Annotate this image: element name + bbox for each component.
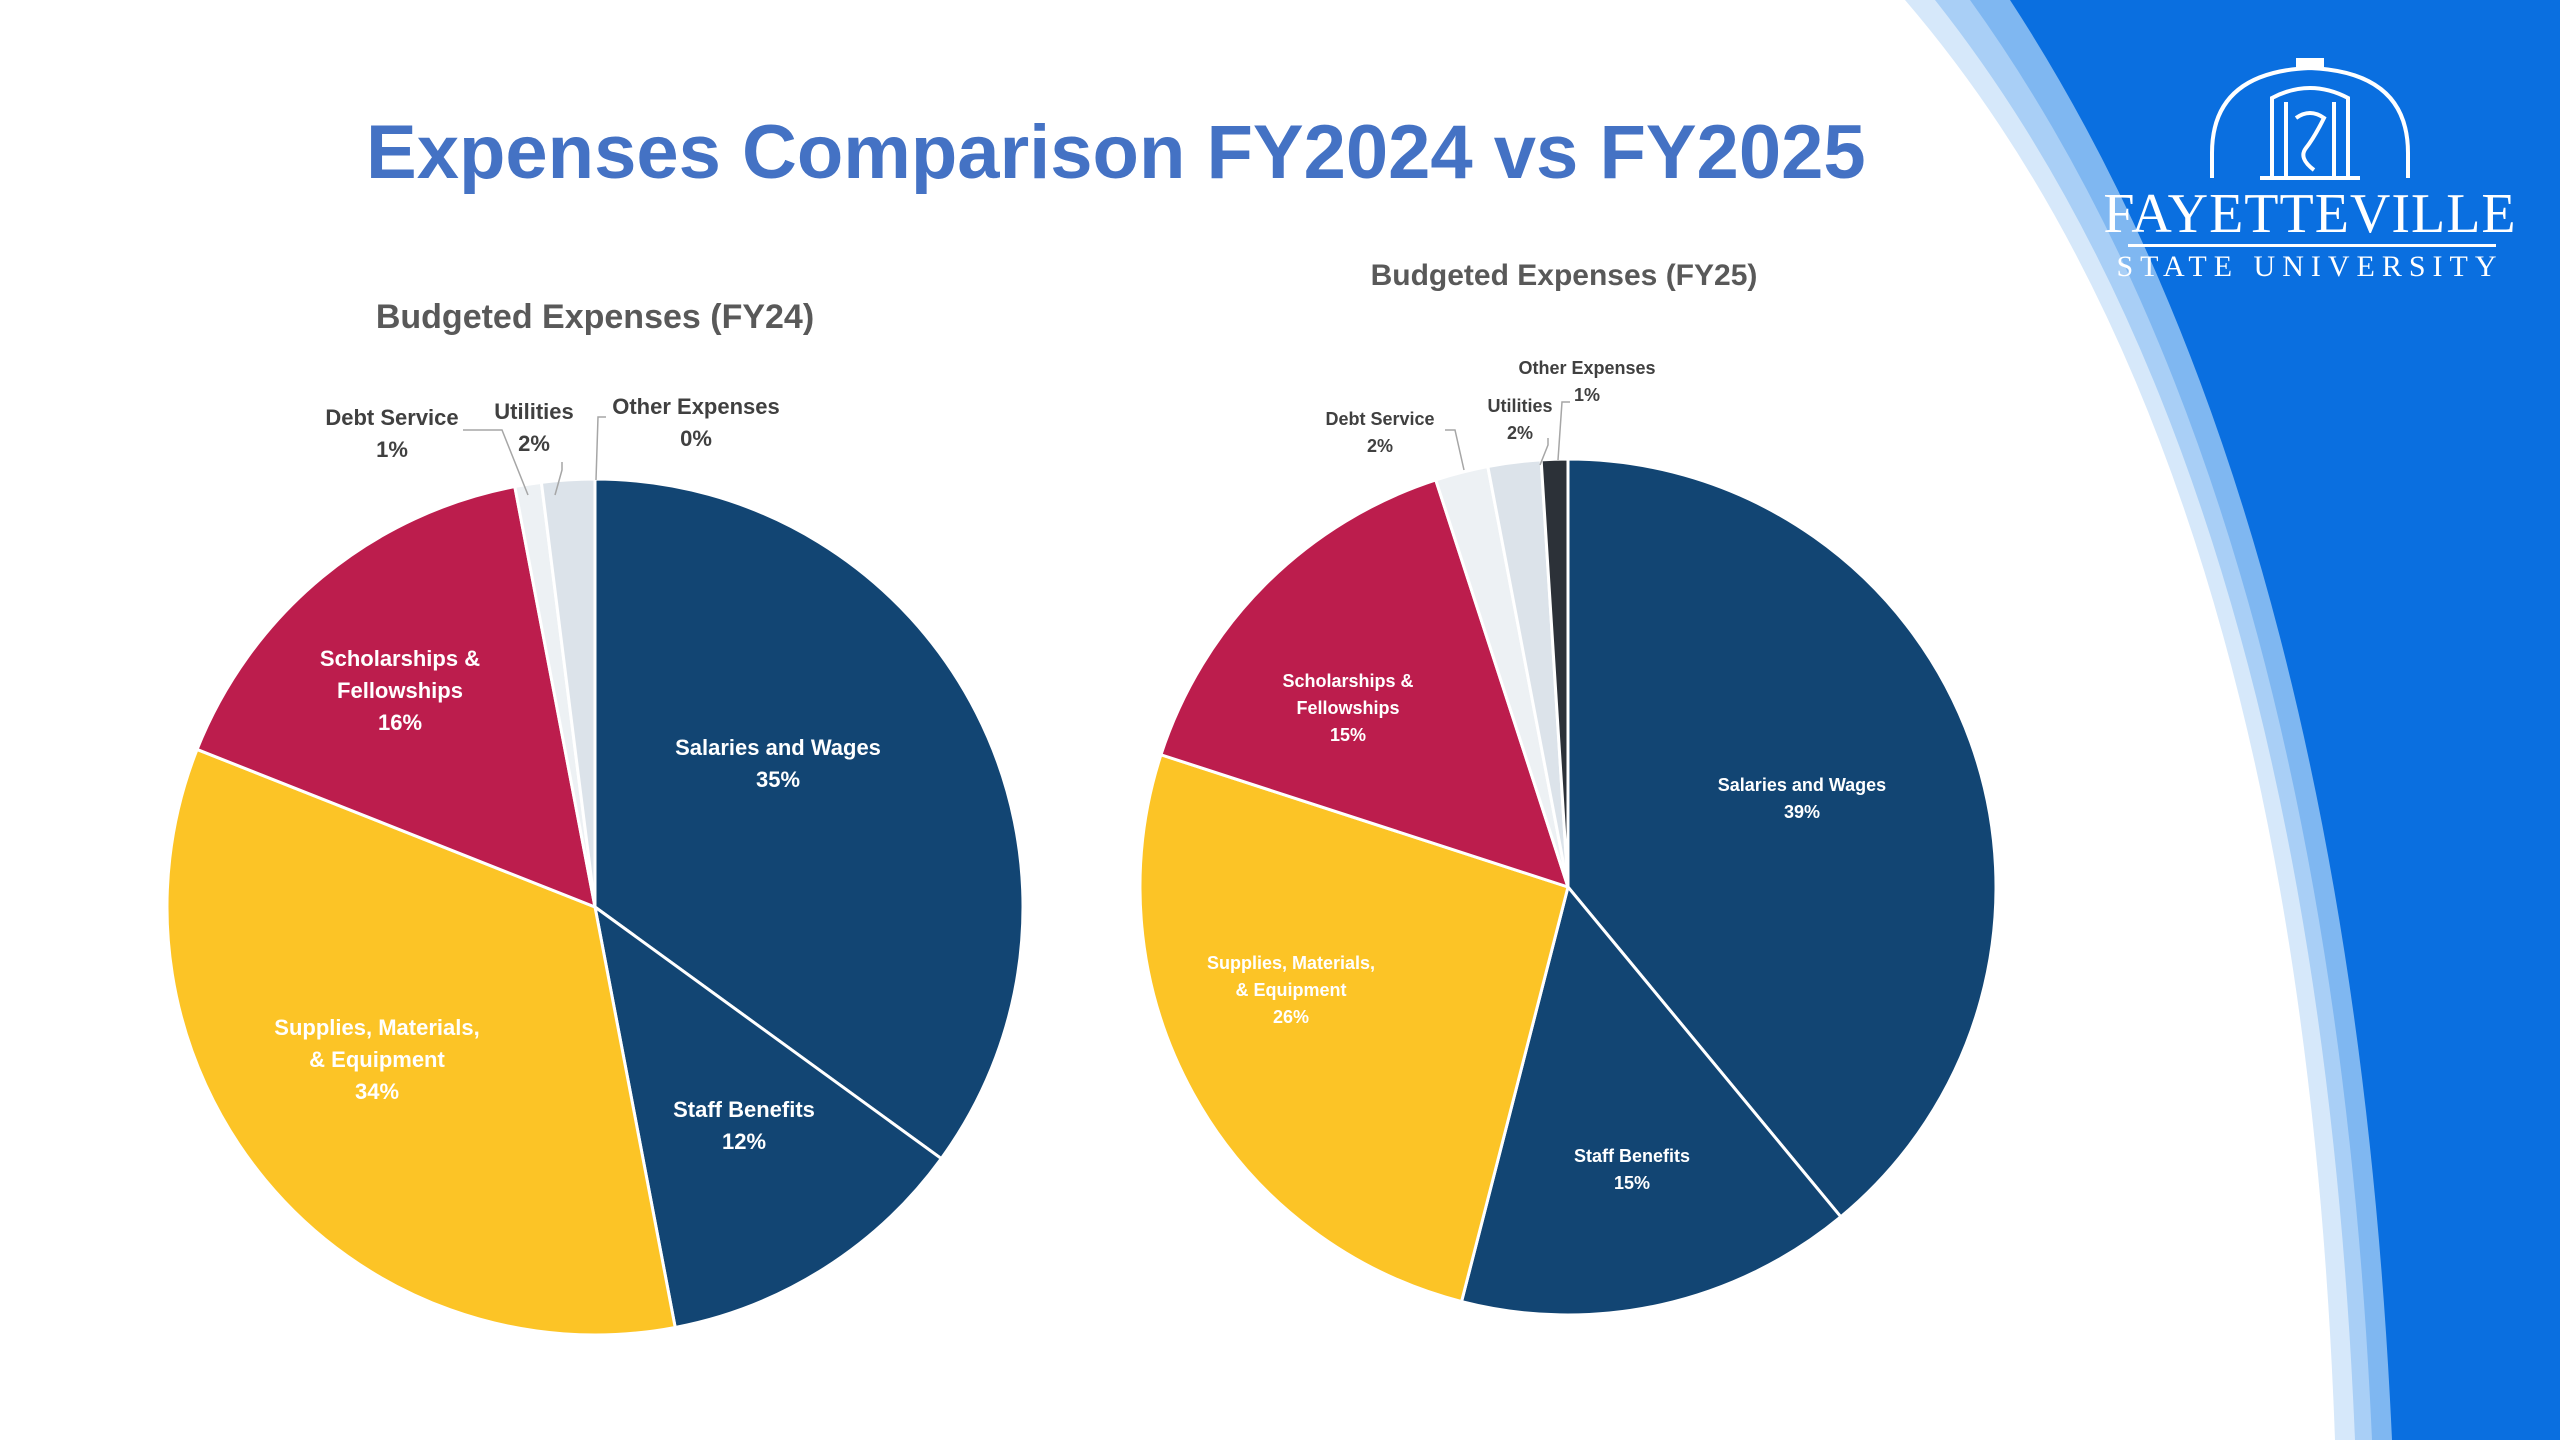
pie-slices	[1138, 457, 1998, 1317]
logo-wordmark: FAYETTEVILLE	[2103, 183, 2517, 245]
pie-slices	[165, 477, 1025, 1337]
pie-slice-scholarships-and-fellowships	[195, 485, 597, 909]
slide-title: Expenses Comparison FY2024 vs FY2025	[366, 110, 1866, 195]
pie-slice-utilities	[539, 477, 597, 909]
data-label-staff-benefits: Staff Benefits 12%	[673, 1097, 815, 1154]
pie-slice-supplies-materials-and-equipment	[1138, 753, 1570, 1304]
leader-line-other-expenses	[1557, 401, 1570, 461]
pie-slice-scholarships-and-fellowships	[1159, 478, 1570, 889]
university-logo: FAYETTEVILLE STATE UNIVERSITY	[2100, 58, 2520, 298]
pie-slice-salaries-and-wages	[1566, 457, 1998, 1219]
data-label-supplies-materials-and-equipment: Supplies, Materials, & Equipment 26%	[1207, 953, 1375, 1027]
pie-slice-other-expenses	[1539, 457, 1570, 889]
chart-title: Budgeted Expenses (FY24)	[376, 298, 814, 336]
data-label-utilities: Utilities 2%	[1487, 396, 1552, 443]
leader-line-debt-service	[463, 429, 529, 496]
data-label-supplies-materials-and-equipment: Supplies, Materials, & Equipment 34%	[274, 1015, 479, 1104]
pie-slice-supplies-materials-and-equipment	[165, 747, 677, 1337]
pie-labels: Salaries and Wages 39% Staff Benefits 15% Su…	[1207, 358, 1886, 1193]
leader-line-debt-service	[1445, 429, 1465, 471]
pie-slice-staff-benefits	[593, 905, 943, 1329]
data-label-scholarships-and-fellowships: Scholarships & Fellowships 16%	[320, 646, 480, 735]
data-label-debt-service: Debt Service 1%	[325, 405, 458, 462]
leader-line-other-expenses	[595, 416, 606, 481]
data-label-salaries-and-wages: Salaries and Wages 39%	[1718, 775, 1886, 822]
leader-line-utilities	[554, 462, 563, 496]
data-label-other-expenses: Other Expenses 0%	[612, 394, 780, 451]
swoosh-main-band	[2010, 0, 2560, 1440]
pie-slice-staff-benefits	[1460, 885, 1843, 1317]
pie-slice-salaries-and-wages	[593, 477, 1025, 1161]
data-label-utilities: Utilities 2%	[494, 399, 573, 456]
data-label-salaries-and-wages: Salaries and Wages 35%	[675, 735, 881, 792]
logo-subtitle: STATE UNIVERSITY	[2116, 250, 2504, 283]
leader-line-utilities	[1539, 438, 1549, 466]
chart-title: Budgeted Expenses (FY25)	[1371, 259, 1758, 292]
data-label-scholarships-and-fellowships: Scholarships & Fellowships 15%	[1282, 671, 1413, 745]
data-label-debt-service: Debt Service 2%	[1325, 409, 1434, 456]
university-building-icon	[2210, 58, 2410, 180]
logo-divider	[2128, 244, 2496, 247]
pie-labels: Salaries and Wages 35% Staff Benefits 12% Su…	[274, 394, 881, 1154]
data-label-staff-benefits: Staff Benefits 15%	[1574, 1146, 1690, 1193]
data-label-other-expenses: Other Expenses 1%	[1518, 358, 1655, 405]
